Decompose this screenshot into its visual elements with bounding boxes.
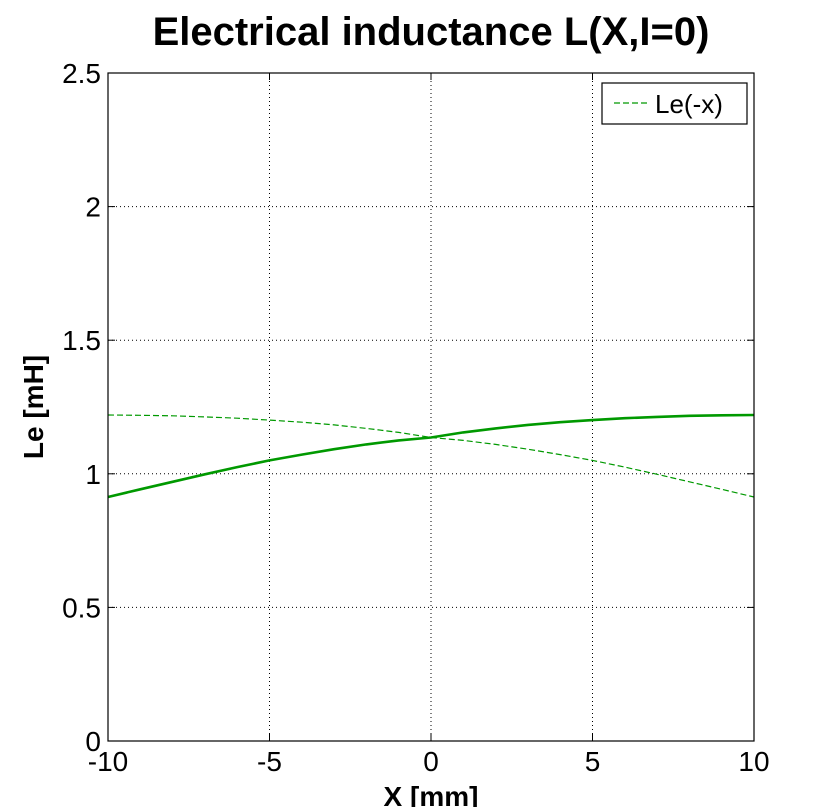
chart-title: Electrical inductance L(X,I=0) [153,10,710,54]
y-tick-label: 0 [85,726,101,757]
y-tick-label: 0.5 [62,592,101,623]
x-tick-label: -10 [88,746,128,777]
series-line-dashed [107,414,755,498]
x-axis-label: X [mm] [384,781,479,807]
legend-label: Le(-x) [655,89,723,119]
grid [108,73,754,741]
y-tick-label: 2 [85,192,101,223]
x-tick-label: 5 [585,746,601,777]
legend: Le(-x) [601,82,748,125]
y-axis-label: Le [mH] [18,355,49,459]
axis-ticks: -10 -5 0 5 10 0 0.5 1 1.5 2 2.5 [62,58,770,777]
x-tick-label: 0 [423,746,439,777]
x-tick-label: 10 [738,746,769,777]
y-tick-label: 1 [85,459,101,490]
series-group [107,413,755,499]
y-tick-label: 1.5 [62,325,101,356]
x-tick-label: -5 [257,746,282,777]
y-tick-label: 2.5 [62,58,101,89]
